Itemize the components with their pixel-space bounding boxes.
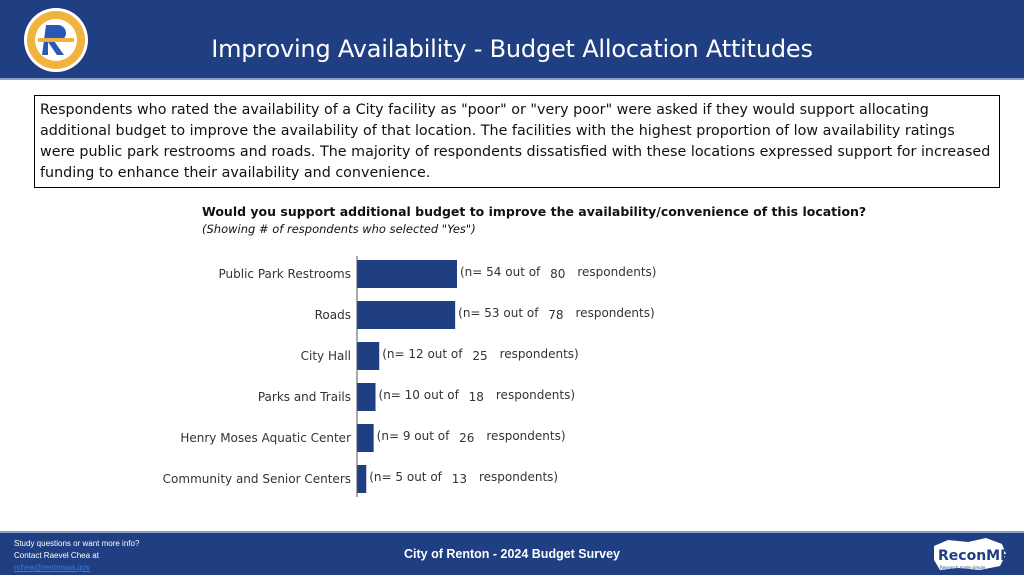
footer-contact-line2: Contact Raevel Chea at	[14, 551, 99, 560]
bar	[357, 465, 367, 493]
data-label: (n= 12 out of 25 respondents)	[382, 347, 579, 363]
footer-contact: Study questions or want more info? Conta…	[14, 538, 194, 574]
reconmr-logo-text: ReconMR	[938, 548, 1010, 564]
data-label-suffix: respondents)	[496, 388, 575, 402]
category-label: Parks and Trails	[258, 390, 351, 404]
reconmr-logo: ReconMR Research made simple	[934, 538, 1010, 570]
footer-email-link[interactable]: rchea@rentonwa.gov	[14, 563, 91, 572]
reconmr-logo-tagline: Research made simple	[940, 565, 986, 570]
data-label-count: (n= 54 out of	[460, 265, 544, 279]
data-label-total: 13	[452, 472, 467, 486]
category-label: Public Park Restrooms	[218, 267, 351, 281]
data-label-count: (n= 5 out of	[369, 470, 445, 484]
data-label-suffix: respondents)	[500, 347, 579, 361]
bar	[357, 260, 457, 288]
category-label: City Hall	[301, 349, 351, 363]
data-label-total: 80	[550, 267, 565, 281]
header-bar: Improving Availability - Budget Allocati…	[0, 0, 1024, 80]
data-label-count: (n= 9 out of	[377, 429, 453, 443]
data-label-total: 26	[459, 431, 474, 445]
data-label-count: (n= 12 out of	[382, 347, 466, 361]
data-label: (n= 54 out of 80 respondents)	[460, 265, 657, 281]
data-label: (n= 9 out of 26 respondents)	[377, 429, 566, 445]
bar	[357, 342, 380, 370]
chart-subtitle: (Showing # of respondents who selected "…	[202, 222, 476, 236]
category-label: Roads	[315, 308, 351, 322]
footer-title: City of Renton - 2024 Budget Survey	[403, 547, 620, 561]
city-of-renton-logo	[24, 8, 88, 72]
bar	[357, 424, 374, 452]
bar	[357, 383, 376, 411]
page-title: Improving Availability - Budget Allocati…	[211, 35, 813, 63]
bar	[357, 301, 456, 329]
chart-title: Would you support additional budget to i…	[202, 204, 867, 219]
data-label-suffix: respondents)	[577, 265, 656, 279]
data-label-total: 78	[548, 308, 563, 322]
category-label: Community and Senior Centers	[163, 472, 351, 486]
footer-contact-line1: Study questions or want more info?	[14, 539, 140, 548]
data-label: (n= 10 out of 18 respondents)	[379, 388, 576, 404]
category-label: Henry Moses Aquatic Center	[180, 431, 351, 445]
data-label-count: (n= 10 out of	[379, 388, 463, 402]
bar-chart: Public Park Restrooms (n= 54 out of 80 res…	[163, 256, 657, 497]
data-label: (n= 53 out of 78 respondents)	[458, 306, 655, 322]
data-label-suffix: respondents)	[576, 306, 655, 320]
data-label-suffix: respondents)	[479, 470, 558, 484]
data-label-total: 25	[472, 349, 487, 363]
summary-text: Respondents who rated the availability o…	[34, 95, 1000, 188]
data-label-count: (n= 53 out of	[458, 306, 542, 320]
data-label-total: 18	[469, 390, 484, 404]
data-label-suffix: respondents)	[486, 429, 565, 443]
footer-bar: Study questions or want more info? Conta…	[0, 531, 1024, 575]
data-label: (n= 5 out of 13 respondents)	[369, 470, 558, 486]
